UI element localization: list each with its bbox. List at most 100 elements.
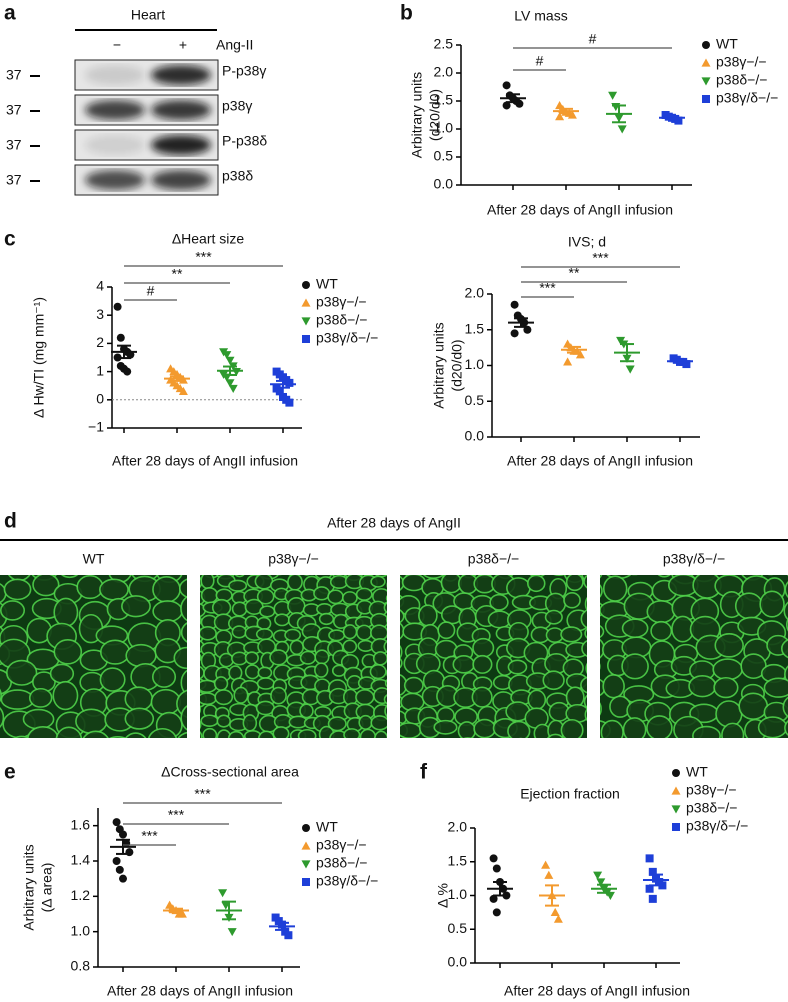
cell — [52, 680, 79, 711]
cell — [180, 705, 187, 731]
y-tick-label: 2.0 — [465, 285, 485, 301]
y-axis-label: Δ Hw/TI (mg mm⁻¹) — [31, 297, 47, 418]
cell — [738, 692, 769, 720]
legend-label: p38γ−/− — [316, 837, 367, 853]
cell — [553, 575, 565, 577]
significance-label: *** — [539, 280, 556, 296]
cell — [255, 628, 274, 641]
cell — [32, 575, 60, 597]
cell — [386, 669, 387, 677]
cell — [198, 553, 230, 577]
cell — [244, 664, 261, 680]
point — [617, 125, 627, 134]
cell — [214, 689, 234, 706]
point — [608, 91, 618, 100]
point — [119, 874, 127, 883]
legend-marker — [301, 317, 311, 326]
cell — [343, 728, 361, 738]
significance-label: *** — [141, 828, 158, 844]
micrograph-label: p38δ−/− — [468, 551, 519, 567]
cell — [314, 662, 329, 678]
cell — [82, 730, 109, 738]
legend-marker — [301, 298, 311, 307]
cell — [359, 728, 377, 738]
point — [648, 894, 657, 903]
y-tick-label: 1.5 — [448, 852, 468, 868]
cell — [99, 639, 131, 665]
point — [119, 830, 127, 839]
legend-marker — [301, 860, 311, 869]
cell — [124, 686, 154, 712]
cell — [507, 659, 528, 675]
y-tick-label: 2.5 — [434, 36, 454, 52]
cell — [403, 676, 424, 695]
cell — [244, 651, 259, 665]
y-tick-label: 0.0 — [465, 428, 485, 444]
significance-label: # — [147, 283, 155, 299]
cell — [13, 735, 30, 738]
legend-marker — [672, 823, 680, 831]
significance-label: ** — [172, 266, 183, 282]
cell — [384, 679, 387, 688]
micrograph — [200, 575, 387, 738]
cell — [385, 615, 387, 624]
cell — [200, 575, 215, 590]
cell — [400, 657, 403, 669]
x-axis-label: After 28 days of AngII infusion — [107, 983, 293, 999]
cell — [692, 725, 721, 738]
legend-label: WT — [316, 819, 338, 835]
cell — [259, 605, 276, 618]
cell — [299, 650, 317, 665]
cell — [147, 727, 178, 738]
cell — [234, 575, 245, 578]
blot-marker: 37 — [6, 172, 22, 188]
y-tick-label: 1 — [96, 362, 104, 378]
y-tick-label: 4 — [96, 278, 104, 294]
cell — [783, 601, 788, 621]
cell — [99, 667, 126, 692]
significance-label: # — [589, 31, 597, 47]
legend-marker — [702, 41, 710, 49]
point — [123, 367, 132, 376]
legend-marker — [701, 77, 711, 86]
cell — [331, 664, 347, 677]
cell — [621, 653, 649, 680]
blot-marker: 37 — [6, 102, 22, 118]
blot-band — [151, 170, 211, 190]
cell — [358, 714, 373, 730]
y-tick-label: 1.0 — [448, 886, 468, 902]
blot-condition: − — [113, 37, 121, 53]
cell — [313, 586, 331, 601]
cell — [782, 696, 788, 718]
point — [625, 365, 635, 374]
cell — [473, 718, 497, 738]
cell — [518, 737, 523, 738]
cell — [124, 732, 147, 738]
cell — [606, 575, 632, 580]
point — [502, 81, 511, 90]
cell — [242, 714, 258, 732]
cell — [369, 624, 387, 642]
cell — [200, 731, 203, 738]
blot-band — [151, 100, 211, 120]
y-tick-label: 0.0 — [434, 176, 454, 192]
y-tick-label: 0 — [96, 391, 104, 407]
cell — [600, 575, 603, 579]
legend-label: p38δ−/− — [686, 800, 737, 816]
micrograph — [0, 553, 230, 738]
cell — [316, 603, 333, 616]
cell — [688, 674, 717, 698]
point — [550, 907, 560, 916]
cell — [269, 649, 288, 666]
cell — [452, 655, 476, 674]
cell — [372, 651, 387, 666]
point — [593, 871, 603, 880]
point — [285, 398, 294, 407]
cell — [200, 602, 207, 618]
cell — [400, 734, 406, 738]
cell — [243, 729, 262, 738]
cell — [180, 596, 187, 622]
point — [563, 357, 573, 366]
cell — [657, 575, 671, 578]
